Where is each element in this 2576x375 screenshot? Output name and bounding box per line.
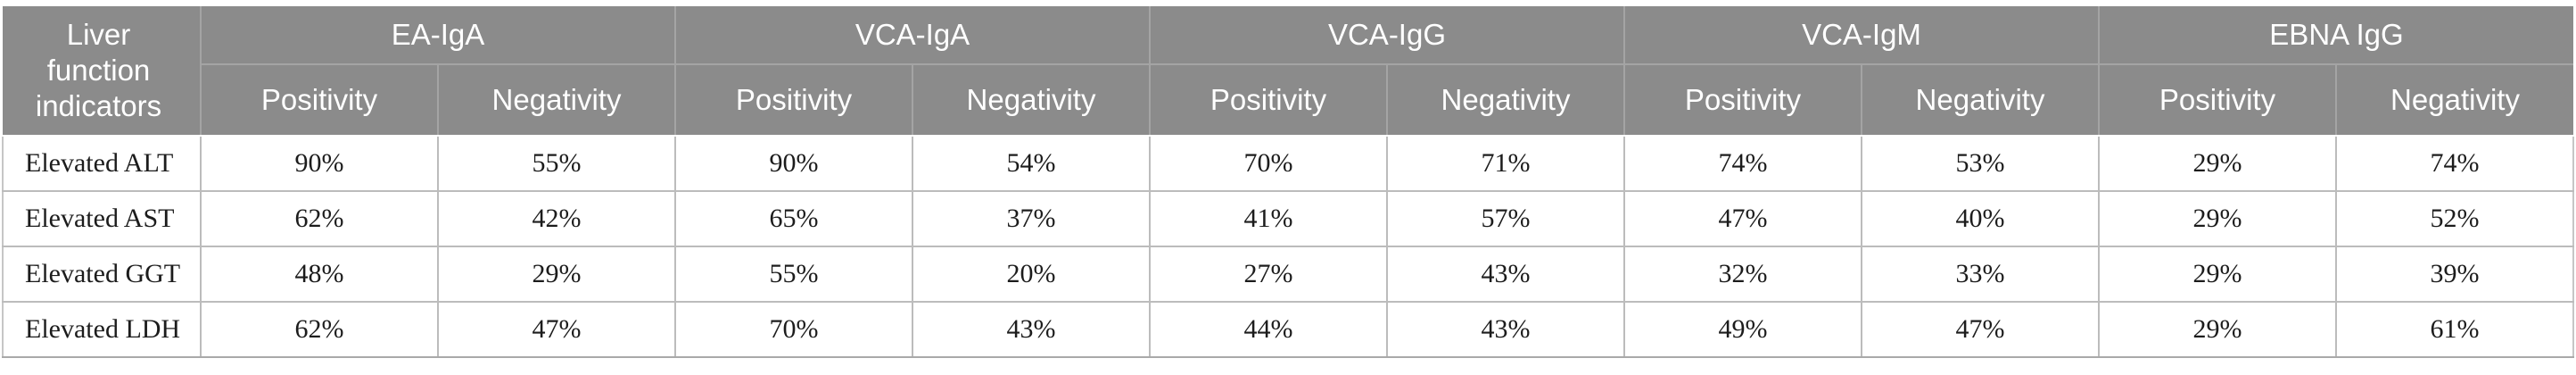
group-header-ea-iga: EA-IgA (200, 6, 676, 65)
value-cell: 62% (200, 190, 439, 247)
value-cell: 29% (2098, 135, 2337, 192)
value-cell: 47% (437, 301, 676, 358)
liver-function-ebv-serology-table: Liver function indicators EA-IgA VCA-IgA… (2, 6, 2574, 358)
value-cell: 44% (1149, 301, 1388, 358)
value-cell: 43% (912, 301, 1151, 358)
subheader-vca-iga-negativity: Negativity (912, 63, 1151, 137)
group-header-vca-igg: VCA-IgG (1149, 6, 1625, 65)
value-cell: 48% (200, 246, 439, 303)
value-cell: 41% (1149, 190, 1388, 247)
indicator-cell: Elevated LDH (2, 301, 202, 358)
value-cell: 47% (1623, 190, 1862, 247)
table-row-elevated-ggt: Elevated GGT 48% 29% 55% 20% 27% 43% 32%… (2, 246, 2574, 303)
indicator-cell: Elevated ALT (2, 135, 202, 192)
value-cell: 71% (1386, 135, 1625, 192)
group-header-vca-igm: VCA-IgM (1623, 6, 2100, 65)
value-cell: 29% (2098, 246, 2337, 303)
subheader-ebna-igg-negativity: Negativity (2335, 63, 2573, 137)
value-cell: 53% (1861, 135, 2100, 192)
value-cell: 32% (1623, 246, 1862, 303)
indicator-cell: Elevated AST (2, 190, 202, 247)
value-cell: 29% (2098, 190, 2337, 247)
value-cell: 27% (1149, 246, 1388, 303)
value-cell: 70% (1149, 135, 1388, 192)
table-row-elevated-alt: Elevated ALT 90% 55% 90% 54% 70% 71% 74%… (2, 135, 2574, 192)
value-cell: 55% (674, 246, 913, 303)
corner-header-cell: Liver function indicators (3, 6, 202, 137)
value-cell: 70% (674, 301, 913, 358)
value-cell: 65% (674, 190, 913, 247)
value-cell: 55% (437, 135, 676, 192)
group-header-row: Liver function indicators EA-IgA VCA-IgA… (3, 6, 2573, 137)
subheader-ea-iga-positivity: Positivity (200, 63, 439, 137)
value-cell: 39% (2335, 246, 2574, 303)
value-cell: 40% (1861, 190, 2100, 247)
value-cell: 49% (1623, 301, 1862, 358)
value-cell: 37% (912, 190, 1151, 247)
value-cell: 54% (912, 135, 1151, 192)
subheader-vca-iga-positivity: Positivity (674, 63, 913, 137)
subheader-vca-igg-positivity: Positivity (1149, 63, 1388, 137)
table-container: Liver function indicators EA-IgA VCA-IgA… (2, 6, 2574, 358)
subheader-vca-igm-positivity: Positivity (1623, 63, 1862, 137)
value-cell: 62% (200, 301, 439, 358)
value-cell: 52% (2335, 190, 2574, 247)
group-header-vca-iga: VCA-IgA (674, 6, 1151, 65)
table-body: Elevated ALT 90% 55% 90% 54% 70% 71% 74%… (2, 135, 2574, 358)
subheader-vca-igg-negativity: Negativity (1386, 63, 1625, 137)
value-cell: 90% (200, 135, 439, 192)
subheader-vca-igm-negativity: Negativity (1861, 63, 2100, 137)
value-cell: 43% (1386, 301, 1625, 358)
value-cell: 47% (1861, 301, 2100, 358)
group-header-ebna-igg: EBNA IgG (2098, 6, 2573, 65)
table-row-elevated-ldh: Elevated LDH 62% 47% 70% 43% 44% 43% 49%… (2, 301, 2574, 358)
table-row-elevated-ast: Elevated AST 62% 42% 65% 37% 41% 57% 47%… (2, 190, 2574, 247)
value-cell: 29% (2098, 301, 2337, 358)
value-cell: 42% (437, 190, 676, 247)
indicator-cell: Elevated GGT (2, 246, 202, 303)
sub-header-row: Positivity Negativity Positivity Negativ… (3, 63, 2573, 137)
subheader-ea-iga-negativity: Negativity (437, 63, 676, 137)
table-header: Liver function indicators EA-IgA VCA-IgA… (3, 6, 2573, 137)
value-cell: 74% (1623, 135, 1862, 192)
value-cell: 29% (437, 246, 676, 303)
value-cell: 20% (912, 246, 1151, 303)
value-cell: 90% (674, 135, 913, 192)
value-cell: 33% (1861, 246, 2100, 303)
value-cell: 74% (2335, 135, 2574, 192)
value-cell: 61% (2335, 301, 2574, 358)
value-cell: 43% (1386, 246, 1625, 303)
value-cell: 57% (1386, 190, 1625, 247)
subheader-ebna-igg-positivity: Positivity (2098, 63, 2337, 137)
